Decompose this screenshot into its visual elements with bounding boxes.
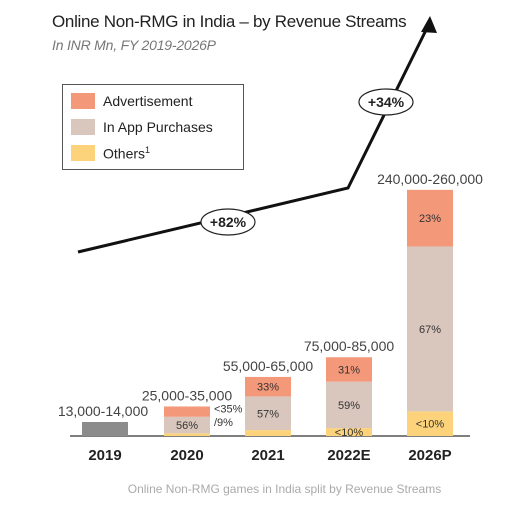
legend-swatch-advertisement [71,93,95,109]
category-label-2020: 2020 [170,447,203,464]
category-label-2022e: 2022E [327,447,370,464]
growth-badge-1 [200,208,256,236]
legend-swatch-in-app-purchases [71,119,95,135]
segment-label-2022e-advertisement: 31% [338,364,360,376]
chart-legend: Advertisement In App Purchases Others1 [62,84,244,170]
total-label-2022e: 75,000-85,000 [304,338,395,354]
segment-label-2020-in-app-purchases: 56% [176,420,198,432]
bar-segment-2026p-others [407,411,453,436]
total-label-2019: 13,000-14,000 [58,403,149,419]
legend-item-in-app-purchases: In App Purchases [71,117,213,137]
bar-segment-2020-in-app-purchases [164,416,210,434]
bar-segment-2020-others [164,433,210,436]
legend-item-others: Others1 [71,143,150,163]
bar-segment-2021-in-app-purchases [245,396,291,431]
legend-swatch-others [71,145,95,161]
total-label-2021: 55,000-65,000 [223,358,314,374]
total-label-2020: 25,000-35,000 [142,387,233,403]
growth-trend-line [77,21,432,254]
category-label-2026p: 2026P [408,447,451,464]
revenue-chart: 13,000-14,000 2019 56% <35% /9% 25,000-35,000… [58,16,483,464]
growth-arrow-head [421,16,437,33]
legend-label-others: Others1 [103,144,151,162]
bar-2019 [82,422,128,436]
chart-title: Online Non-RMG in India – by Revenue Str… [52,12,407,31]
growth-badge-2 [358,88,414,116]
segment-label-2020-advertisement: <35% [214,403,243,415]
chart-footnote: Online Non-RMG games in India split by R… [127,482,442,496]
chart-subtitle: In INR Mn, FY 2019-2026P [52,37,216,53]
bar-segment-2022e-others [326,428,372,436]
bar-segment-2026p-in-app-purchases [407,246,453,412]
bar-segment-2022e-in-app-purchases [326,381,372,429]
category-label-2021: 2021 [251,447,284,464]
growth-label-1: +82% [210,214,247,230]
bar-segment-2026p-advertisement [407,189,453,247]
segment-label-2026p-advertisement: 23% [419,213,441,225]
segment-label-2021-in-app-purchases: 57% [257,408,279,420]
bar-segment-2020-advertisement [164,406,210,417]
segment-label-2026p-in-app-purchases: 67% [419,324,441,336]
growth-label-2: +34% [368,94,405,110]
bar-segment-2022e-advertisement [326,357,372,382]
bar-segment-2021-others [245,430,291,436]
segment-label-2020-others: /9% [214,417,233,429]
legend-label-advertisement: Advertisement [103,93,193,109]
segment-label-2022e-others: <10% [335,427,364,439]
legend-label-in-app-purchases: In App Purchases [103,119,213,135]
bar-segment-2021-advertisement [245,376,291,397]
legend-item-advertisement: Advertisement [71,91,192,111]
segment-label-2026p-others: <10% [416,419,445,431]
segment-label-2021-advertisement: 33% [257,382,279,394]
category-label-2019: 2019 [88,447,121,464]
segment-label-2022e-in-app-purchases: 59% [338,400,360,412]
total-label-2026p: 240,000-260,000 [377,171,483,187]
